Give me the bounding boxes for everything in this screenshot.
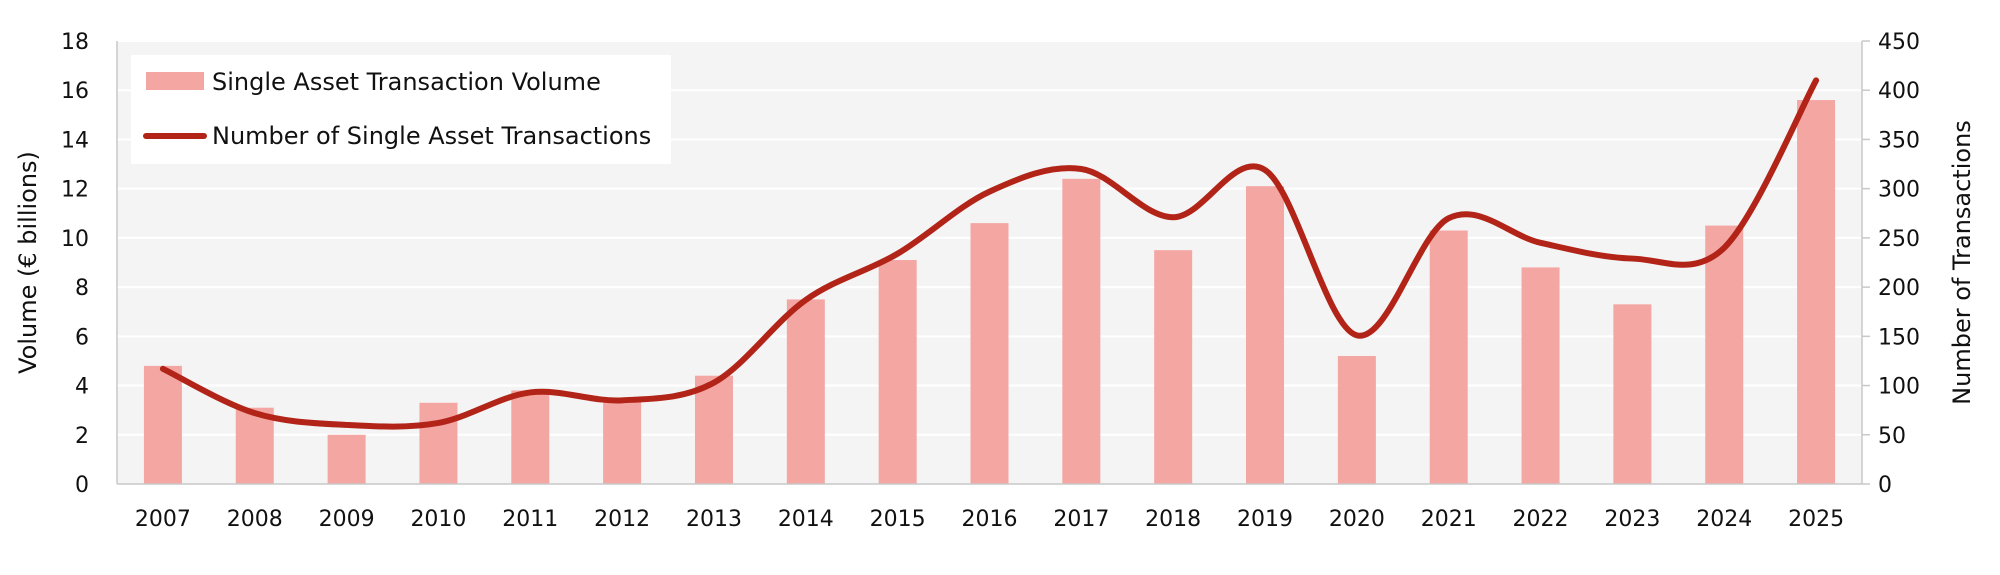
x-tick-label: 2018 (1145, 507, 1201, 532)
y-tick-label: 0 (75, 473, 89, 498)
bar (1797, 100, 1835, 484)
y-tick-label: 14 (61, 128, 89, 153)
y2-tick-label: 200 (1878, 276, 1920, 301)
y2-tick-label: 50 (1878, 424, 1906, 449)
y2-tick-label: 250 (1878, 227, 1920, 252)
bar (1430, 231, 1468, 484)
bar (419, 403, 457, 484)
bar (787, 299, 825, 484)
bar (603, 400, 641, 484)
x-tick-label: 2017 (1053, 507, 1109, 532)
x-tick-label: 2013 (686, 507, 742, 532)
bar (1246, 186, 1284, 484)
y-tick-label: 18 (61, 30, 89, 55)
x-tick-label: 2012 (594, 507, 650, 532)
bar (511, 390, 549, 484)
y2-tick-label: 100 (1878, 375, 1920, 400)
bar (1154, 250, 1192, 484)
y2-tick-label: 0 (1878, 473, 1892, 498)
y-tick-label: 2 (75, 424, 89, 449)
x-tick-label: 2019 (1237, 507, 1293, 532)
x-tick-label: 2020 (1329, 507, 1385, 532)
bar (1705, 226, 1743, 484)
x-tick-label: 2025 (1788, 507, 1844, 532)
x-tick-label: 2016 (962, 507, 1018, 532)
x-tick-label: 2024 (1696, 507, 1752, 532)
bar (1338, 356, 1376, 484)
x-tick-label: 2010 (410, 507, 466, 532)
y-tick-label: 4 (75, 375, 89, 400)
bar (971, 223, 1009, 484)
legend-swatch-bar (146, 72, 204, 90)
y-tick-label: 6 (75, 325, 89, 350)
x-tick-label: 2008 (227, 507, 283, 532)
x-tick-label: 2014 (778, 507, 834, 532)
x-tick-label: 2023 (1604, 507, 1660, 532)
bar (328, 435, 366, 484)
y2-tick-label: 350 (1878, 128, 1920, 153)
y-tick-label: 16 (61, 79, 89, 104)
bar (144, 366, 182, 484)
y-axis-title: Volume (€ billions) (14, 151, 42, 374)
y-tick-label: 10 (61, 227, 89, 252)
bar (1522, 267, 1560, 484)
x-tick-label: 2007 (135, 507, 191, 532)
x-tick-label: 2021 (1421, 507, 1477, 532)
y2-tick-label: 400 (1878, 79, 1920, 104)
y2-tick-label: 150 (1878, 325, 1920, 350)
bar (1613, 304, 1651, 484)
legend: Single Asset Transaction Volume Number o… (131, 55, 671, 164)
x-tick-label: 2015 (870, 507, 926, 532)
x-tick-label: 2009 (319, 507, 375, 532)
y2-axis-title: Number of Transactions (1948, 120, 1976, 405)
y-tick-label: 8 (75, 276, 89, 301)
y-tick-label: 12 (61, 178, 89, 203)
legend-label-volume: Single Asset Transaction Volume (212, 68, 601, 96)
x-tick-label: 2022 (1513, 507, 1569, 532)
x-tick-label: 2011 (502, 507, 558, 532)
bar (879, 260, 917, 484)
y2-tick-label: 300 (1878, 178, 1920, 203)
legend-label-count: Number of Single Asset Transactions (212, 122, 651, 150)
y2-tick-label: 450 (1878, 30, 1920, 55)
bar (1062, 179, 1100, 484)
